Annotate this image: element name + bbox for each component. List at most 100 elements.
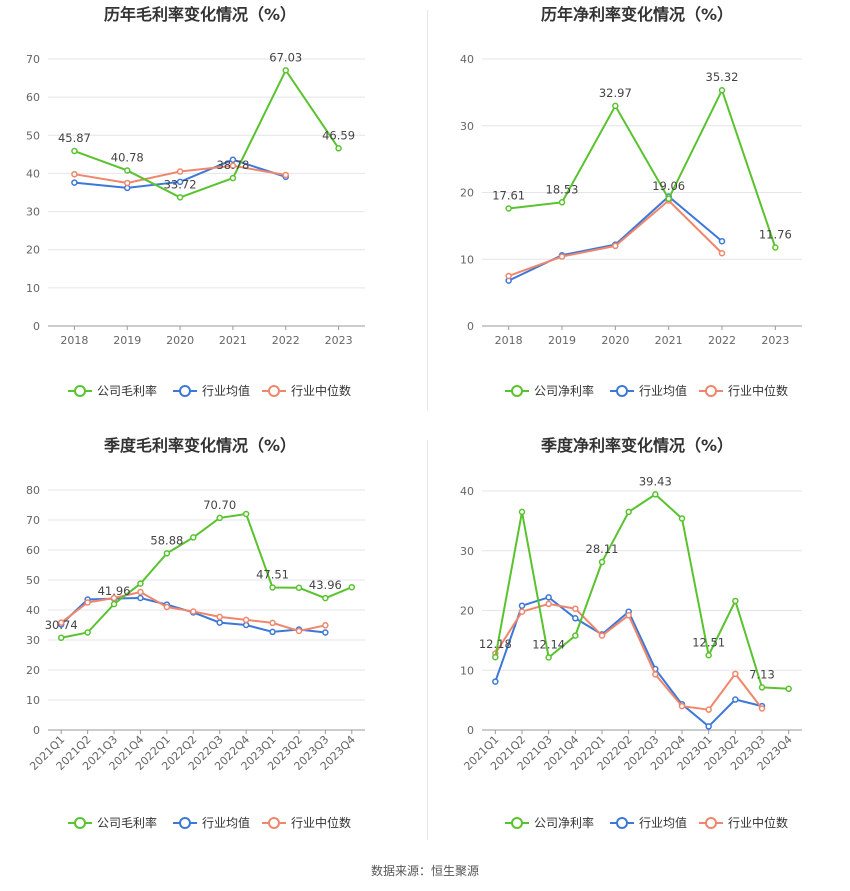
data-point-industry_median	[242, 616, 250, 624]
legend-marker	[705, 817, 717, 829]
y-tick-label: 30	[460, 545, 474, 558]
data-point-industry_avg	[322, 629, 329, 636]
y-tick-label: 10	[460, 664, 474, 677]
data-point-industry_median	[190, 608, 197, 615]
data-label: 19.06	[652, 179, 685, 193]
data-source-footer: 数据来源：恒生聚源	[370, 864, 479, 878]
y-tick-label: 70	[26, 53, 40, 66]
legend-item-industry_avg: 行业均值	[173, 815, 250, 830]
legend-marker	[74, 817, 86, 829]
data-point-industry_median	[625, 612, 632, 619]
legend-label: 行业均值	[202, 383, 250, 398]
data-point-industry_median	[652, 671, 659, 678]
legend-marker	[179, 385, 191, 397]
data-point-industry_avg	[518, 602, 526, 609]
legend-item-industry_median: 行业中位数	[262, 383, 351, 398]
data-point-company	[612, 102, 619, 110]
data-point-industry_median	[229, 162, 237, 170]
y-tick-label: 50	[26, 129, 40, 142]
data-label: 46.59	[322, 128, 355, 142]
y-tick-label: 70	[26, 514, 40, 527]
chart-title: 历年净利率变化情况（%）	[541, 5, 733, 24]
data-label: 7.13	[749, 667, 775, 681]
data-point-industry_avg	[732, 696, 739, 703]
data-point-company	[124, 167, 131, 174]
data-label: 11.76	[759, 228, 792, 242]
data-label: 12.18	[479, 637, 512, 651]
data-point-company	[190, 534, 197, 541]
data-point-industry_median	[57, 619, 65, 626]
data-label: 35.32	[706, 70, 739, 84]
data-label: 33.72	[164, 177, 197, 191]
x-tick-label: 2019	[548, 334, 576, 347]
y-tick-label: 10	[26, 694, 40, 707]
data-point-company	[216, 514, 223, 522]
chart-panel-annual-gross-margin: 历年毛利率变化情况（%） 0 10 20 30 40 50 60 70 2018 2019 2020 2…	[0, 0, 425, 425]
legend-label: 行业中位数	[291, 383, 351, 398]
data-point-industry_median	[545, 600, 552, 608]
y-tick-label: 80	[26, 484, 40, 497]
data-point-company	[163, 550, 171, 557]
data-point-company	[110, 600, 118, 608]
y-tick-label: 40	[26, 604, 40, 617]
data-point-industry_median	[282, 171, 289, 179]
data-point-industry_avg	[137, 594, 144, 602]
data-point-company	[665, 195, 672, 203]
legend-marker	[268, 817, 280, 829]
data-point-industry_avg	[71, 179, 78, 186]
data-label: 39.43	[639, 474, 672, 488]
data-label: 12.51	[692, 635, 725, 649]
legend-item-company: 公司毛利率	[68, 815, 157, 830]
legend-item-company: 公司净利率	[505, 815, 594, 830]
series-line-company	[74, 68, 340, 199]
y-tick-label: 20	[460, 605, 474, 618]
legend-label: 行业中位数	[291, 815, 351, 830]
data-point-company	[176, 194, 184, 201]
data-point-company	[625, 508, 632, 516]
data-label: 32.97	[599, 86, 632, 100]
data-point-company	[229, 174, 237, 182]
data-point-industry_avg	[545, 594, 552, 601]
quarterly-gross-margin-chart: 季度毛利率变化情况（%）010203040506070802021Q12021Q…	[26, 436, 365, 830]
data-label: 38.78	[216, 158, 249, 172]
y-tick-label: 40	[26, 167, 40, 180]
data-label: 70.70	[203, 498, 236, 512]
data-point-industry_median	[322, 622, 329, 629]
series-line-company	[61, 512, 353, 639]
data-label: 40.78	[111, 150, 144, 164]
legend-marker	[268, 385, 280, 397]
legend-label: 公司毛利率	[97, 383, 157, 398]
y-tick-label: 60	[26, 91, 40, 104]
data-point-industry_median	[137, 588, 144, 596]
data-point-industry_avg	[229, 156, 237, 163]
series-line-industry_avg	[508, 195, 723, 282]
x-tick-label: 2021	[655, 334, 683, 347]
legend-marker	[705, 385, 717, 397]
data-point-company	[572, 632, 579, 639]
data-point-industry_median	[518, 608, 526, 615]
data-point-company	[137, 580, 144, 587]
data-point-company	[678, 515, 686, 522]
data-point-industry_avg	[269, 628, 276, 636]
data-point-industry_avg	[492, 678, 499, 685]
data-label: 12.14	[532, 637, 565, 651]
y-tick-label: 20	[26, 244, 40, 257]
data-point-industry_median	[612, 242, 619, 250]
data-label: 28.11	[586, 542, 619, 556]
y-tick-label: 10	[26, 282, 40, 295]
y-tick-label: 10	[460, 253, 474, 266]
legend-label: 行业均值	[639, 383, 687, 398]
legend-item-industry_median: 行业中位数	[262, 815, 351, 830]
x-tick-label: 2022	[708, 334, 736, 347]
data-point-company	[518, 508, 526, 516]
data-point-company	[718, 86, 726, 94]
data-label: 17.61	[492, 188, 525, 202]
data-point-industry_median	[572, 605, 579, 612]
data-point-company	[758, 684, 766, 691]
data-point-company	[295, 584, 303, 592]
data-point-company	[242, 510, 250, 518]
data-point-industry_median	[176, 168, 184, 175]
y-tick-label: 0	[467, 320, 474, 333]
legend-marker	[616, 385, 628, 397]
data-point-industry_median	[678, 702, 686, 710]
